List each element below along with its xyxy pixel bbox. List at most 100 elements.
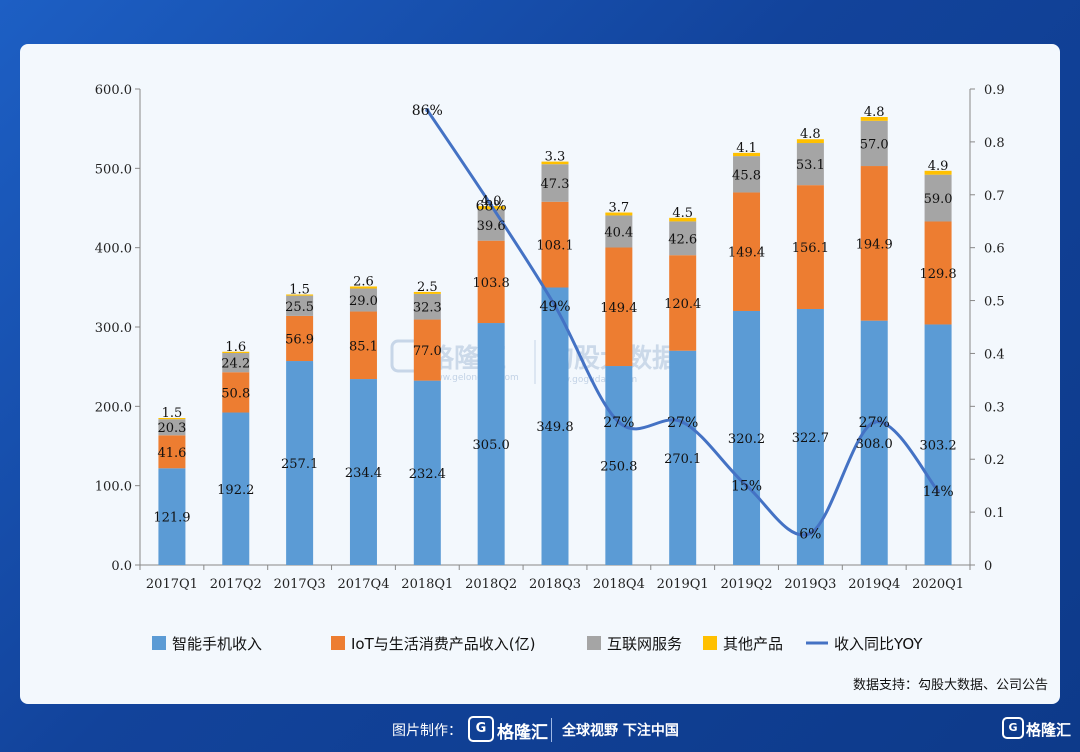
bar-segment <box>158 468 186 565</box>
bar-data-label: 149.4 <box>728 246 765 261</box>
x-tick-label: 2020Q1 <box>912 577 964 592</box>
axes: 0.0 100.0 200.0 300.0 400.0 500.0 600.0 0 0.1 0.2… <box>95 83 1005 592</box>
bar-segment <box>605 215 633 248</box>
bar-segment <box>222 353 250 373</box>
bar-data-label: 47.3 <box>541 177 570 192</box>
footer-brand: 格隆汇 <box>497 723 548 743</box>
bar-data-label: 50.8 <box>221 386 250 401</box>
bar-segment <box>413 319 441 381</box>
bar-data-label: 4.1 <box>736 141 757 156</box>
x-tick-label: 2017Q3 <box>274 577 326 592</box>
bar-data-label: 270.1 <box>664 452 701 467</box>
legend-label: 其他产品 <box>723 635 783 653</box>
bar-segment <box>796 139 824 144</box>
bar-data-label: 1.5 <box>289 282 310 297</box>
bar-segment <box>605 366 633 565</box>
bar-segment <box>924 170 952 175</box>
bar-segment <box>158 419 186 436</box>
bar-data-label: 322.7 <box>792 431 829 446</box>
bar-data-label: 4.8 <box>864 105 885 120</box>
bar-segment <box>541 287 569 565</box>
yoy-point <box>425 108 430 113</box>
bar-segment <box>413 291 441 294</box>
legend-swatch <box>703 636 717 650</box>
bar-data-label: 129.8 <box>919 267 956 282</box>
bar-segment <box>222 412 250 565</box>
bar-segment <box>413 380 441 565</box>
bar-data-label: 85.1 <box>349 339 378 354</box>
x-tick-label: 2018Q4 <box>593 577 645 592</box>
bar-data-label: 1.6 <box>225 340 246 355</box>
bar-segment <box>349 288 377 312</box>
bar-data-label: 257.1 <box>281 457 318 472</box>
bar-data-label: 303.2 <box>919 439 956 454</box>
yoy-data-label: 14% <box>923 484 954 500</box>
bar-data-label: 120.4 <box>664 297 701 312</box>
x-tick-label: 2018Q3 <box>529 577 581 592</box>
bar-data-label: 57.0 <box>860 137 889 152</box>
bar-segment <box>669 221 697 256</box>
bar-data-label: 349.8 <box>536 420 573 435</box>
bar-data-label: 194.9 <box>856 237 893 252</box>
watermark-brand-url: www.gelonghui.com <box>428 373 519 383</box>
bar-segment <box>860 120 888 167</box>
bar-data-label: 4.0 <box>481 194 502 209</box>
bar-data-label: 1.5 <box>162 406 183 421</box>
legend-label: 互联网服务 <box>607 635 682 653</box>
yoy-line <box>425 108 941 537</box>
yoy-point <box>489 203 494 208</box>
y-right-tick-label: 0.4 <box>984 347 1005 362</box>
bar-data-label: 29.0 <box>349 294 378 309</box>
bar-segment <box>796 185 824 309</box>
bar-data-label: 156.1 <box>792 241 829 256</box>
yoy-point <box>680 420 685 425</box>
bar-data-label: 45.8 <box>732 168 761 183</box>
y-left-tick-label: 0.0 <box>111 559 132 574</box>
y-left-tick-label: 100.0 <box>95 480 132 495</box>
bar-data-label: 40.4 <box>604 225 633 240</box>
yoy-data-label: 86% <box>412 103 443 119</box>
y-left-tick-label: 300.0 <box>95 321 132 336</box>
gelonghui-logo-icon: G <box>468 716 494 742</box>
yoy-point <box>808 531 813 536</box>
yoy-data-label: 27% <box>859 415 890 431</box>
y-right-tick-label: 0.9 <box>984 83 1005 98</box>
legend-swatch <box>152 636 166 650</box>
bar-data-label: 77.0 <box>413 344 442 359</box>
bar-segment <box>286 295 314 316</box>
y-right-tick-label: 0.7 <box>984 189 1005 204</box>
legend-label: 智能手机收入 <box>172 635 262 653</box>
footer: 图片制作： G 格隆汇 全球视野 下注中国 G 格隆汇 <box>0 708 1080 752</box>
y-left-tick-label: 500.0 <box>95 162 132 177</box>
y-left-tick-label: 600.0 <box>95 83 132 98</box>
bar-segment <box>286 294 314 296</box>
yoy-data-label: 15% <box>731 479 762 495</box>
bar-segment <box>860 117 888 121</box>
bar-data-label: 39.6 <box>477 219 506 234</box>
x-tick-label: 2018Q2 <box>465 577 517 592</box>
bar-data-label: 103.8 <box>473 276 510 291</box>
bar-segment <box>733 192 761 311</box>
x-tick-label: 2018Q1 <box>401 577 453 592</box>
y-right-tick-label: 0.6 <box>984 242 1005 257</box>
bar-data-label: 20.3 <box>157 421 186 436</box>
data-labels: 121.941.620.31.5192.250.824.21.6257.156.… <box>153 103 956 542</box>
footer-divider <box>551 718 552 742</box>
x-tick-label: 2017Q2 <box>210 577 262 592</box>
source-note: 数据支持：勾股大数据、公司公告 <box>853 678 1048 693</box>
bar-data-label: 192.2 <box>217 483 254 498</box>
bar-segment <box>222 351 250 354</box>
x-tick-label: 2019Q4 <box>848 577 900 592</box>
bar-data-label: 56.9 <box>285 332 314 347</box>
bar-data-label: 121.9 <box>153 511 190 526</box>
x-tick-label: 2019Q1 <box>657 577 709 592</box>
bar-segment <box>605 247 633 367</box>
y-right-tick-label: 0.3 <box>984 400 1005 415</box>
bar-data-label: 2.6 <box>353 274 374 289</box>
chart-card: 格隆汇www.gelonghui.com勾股大数据www.gogudata.co… <box>20 44 1060 704</box>
bar-data-label: 3.7 <box>609 201 630 216</box>
bar-data-label: 32.3 <box>413 301 442 316</box>
bar-segment <box>733 152 761 157</box>
bar-segment <box>796 143 824 186</box>
bar-data-label: 24.2 <box>221 357 250 372</box>
